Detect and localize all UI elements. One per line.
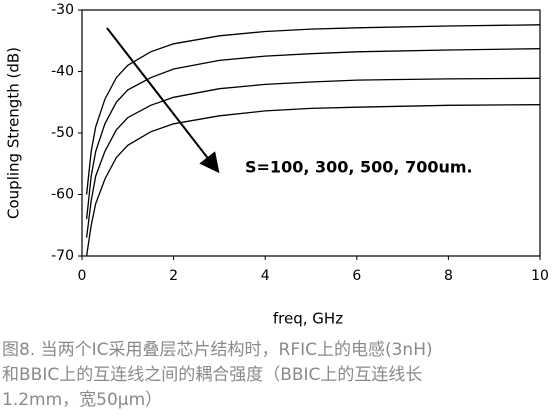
- x-tick-label: 6: [352, 268, 361, 284]
- y-tick-label: -50: [51, 125, 74, 141]
- y-tick-label: -60: [51, 187, 74, 203]
- caption-line: 和BBIC上的互连线之间的耦合强度（BBIC上的互连线长: [2, 365, 423, 385]
- caption: 图8. 当两个IC采用叠层芯片结构时，RFIC上的电感(3nH) 和BBIC上的互…: [2, 338, 553, 413]
- y-axis-label: Coupling Strength (dB): [5, 47, 23, 219]
- x-tick-label: 8: [444, 268, 453, 284]
- y-tick-label: -70: [51, 248, 74, 264]
- curve: [85, 104, 541, 257]
- curve: [85, 77, 541, 238]
- caption-line: 图8. 当两个IC采用叠层芯片结构时，RFIC上的电感(3nH): [2, 340, 433, 360]
- chart: S=100, 300, 500, 700um. freq, GHz Coupli…: [5, 2, 549, 328]
- x-tick-label: 4: [261, 268, 270, 284]
- curve: [85, 24, 541, 195]
- y-tick-label: -30: [51, 2, 74, 18]
- curve: [85, 48, 541, 220]
- plot-frame: [81, 9, 541, 257]
- x-axis-label: freq, GHz: [273, 310, 343, 328]
- x-tick-label: 10: [531, 268, 549, 284]
- annotation: S=100, 300, 500, 700um.: [245, 158, 473, 177]
- x-tick-label: 2: [169, 268, 178, 284]
- y-tick-label: -40: [51, 64, 74, 80]
- x-tick-label: 0: [78, 268, 87, 284]
- caption-line: 1.2mm，宽50μm）: [2, 390, 163, 410]
- arrow: [106, 27, 220, 174]
